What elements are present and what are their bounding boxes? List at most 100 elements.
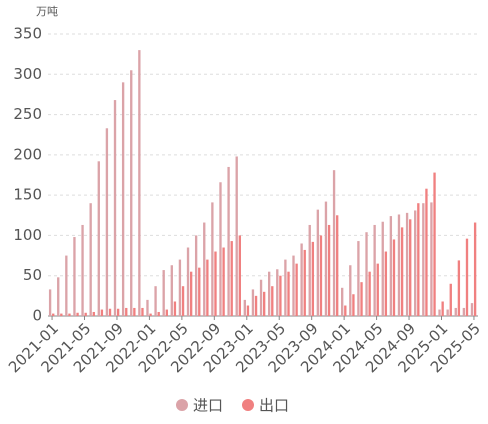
bar [130, 70, 133, 316]
bar [465, 238, 469, 316]
bar [194, 235, 198, 316]
bar [243, 299, 246, 316]
bar [73, 237, 76, 316]
bar [446, 309, 449, 316]
legend-swatch [176, 399, 188, 411]
bar [344, 305, 347, 316]
bar [76, 312, 79, 316]
bar [336, 215, 339, 316]
bar [108, 308, 112, 316]
bar [327, 224, 331, 316]
bar [303, 249, 306, 316]
y-unit: 万吨 [36, 5, 58, 18]
bar [308, 224, 311, 316]
bar [405, 212, 409, 316]
legend-label: 进口 [193, 397, 223, 415]
bar [157, 311, 160, 316]
bar [254, 295, 258, 316]
bar [48, 289, 52, 316]
bar [409, 219, 412, 316]
bar [65, 255, 68, 316]
y-tick-label: 150 [13, 186, 42, 204]
bar [267, 271, 271, 316]
bar [138, 50, 141, 316]
bar [300, 243, 303, 316]
bar [259, 279, 263, 316]
bar [373, 224, 376, 316]
bar [341, 287, 344, 316]
bar [360, 282, 363, 316]
bar [178, 259, 182, 316]
bar [227, 166, 230, 316]
bar [173, 301, 177, 316]
bar [449, 283, 452, 316]
bar [92, 311, 95, 316]
bar [203, 222, 206, 316]
bar [84, 312, 87, 316]
bar [470, 303, 474, 316]
bar [316, 209, 320, 316]
bar [422, 203, 425, 316]
bar [400, 227, 404, 316]
bar [319, 235, 323, 316]
bar [279, 275, 282, 316]
bar [89, 203, 92, 316]
bar [287, 271, 290, 316]
bar [295, 263, 298, 316]
bar [397, 214, 401, 316]
bar [235, 156, 238, 316]
bar [425, 188, 428, 316]
bar [389, 216, 393, 316]
y-tick-label: 50 [23, 266, 42, 284]
bar [417, 203, 420, 316]
bar [154, 286, 157, 316]
bar [146, 299, 149, 316]
bar [162, 270, 165, 316]
y-tick-label: 200 [13, 145, 42, 163]
bar [381, 221, 384, 316]
y-tick-label: 100 [13, 226, 42, 244]
bar [198, 267, 201, 316]
bar [211, 202, 214, 316]
bar [332, 170, 336, 316]
y-tick-label: 300 [13, 65, 42, 83]
bar [263, 291, 266, 316]
y-tick-label: 250 [13, 105, 42, 123]
bar [462, 307, 466, 316]
bar [357, 241, 360, 316]
bar [165, 309, 168, 316]
bar [149, 313, 152, 316]
bar [376, 263, 379, 316]
bar [251, 289, 255, 316]
bar [121, 82, 125, 316]
bar [219, 182, 222, 316]
bar [133, 307, 136, 316]
bar [141, 307, 144, 316]
bar [214, 251, 217, 316]
bar [60, 313, 63, 316]
bar [105, 128, 109, 316]
y-tick-label: 350 [13, 25, 42, 43]
bar [206, 259, 209, 316]
bar [68, 313, 71, 316]
bar [81, 224, 84, 316]
bar [441, 301, 444, 316]
y-tick-label: 0 [32, 307, 42, 325]
bar [116, 308, 120, 316]
bar [392, 239, 396, 316]
bar [292, 255, 295, 316]
bar [113, 100, 117, 316]
bar [352, 294, 355, 316]
bar [222, 247, 225, 316]
bar [189, 271, 193, 316]
bar [311, 241, 315, 316]
bar [57, 277, 60, 316]
bar [284, 259, 287, 316]
bar [473, 222, 477, 316]
bar [238, 235, 242, 316]
bar [384, 251, 388, 316]
bar [454, 307, 457, 316]
bar [246, 305, 250, 316]
bar [365, 232, 368, 316]
